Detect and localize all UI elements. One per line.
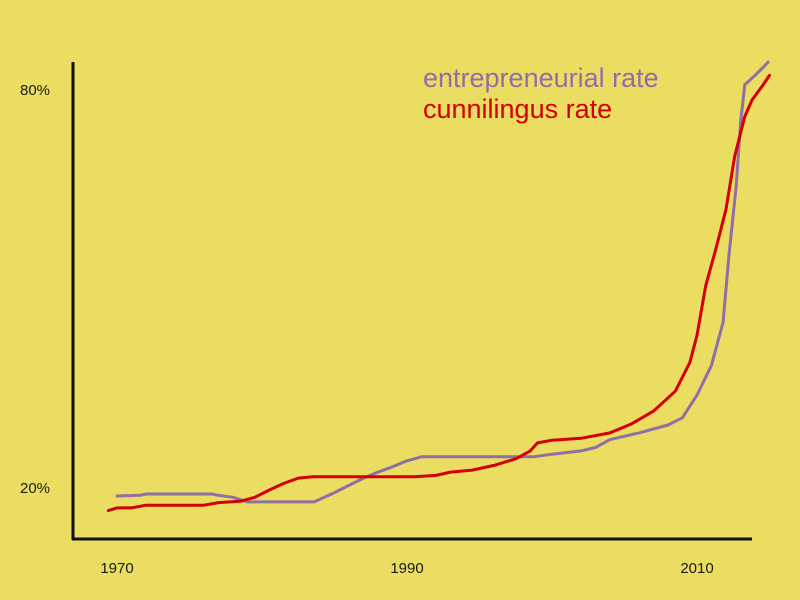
legend-label-entrepreneurial: entrepreneurial rate (423, 63, 659, 93)
y-tick-label: 20% (20, 480, 50, 497)
y-tick-label: 80% (20, 82, 50, 99)
x-tick-label: 1990 (390, 560, 423, 577)
series-line-cunnilingus (106, 73, 771, 513)
series-layer (106, 60, 771, 513)
x-tick-label: 1970 (100, 560, 133, 577)
tick-layer: 1970 1990 2010 20% 80% (20, 82, 714, 577)
legend: entrepreneurial rate cunnilingus rate (423, 63, 659, 124)
x-tick-label: 2010 (680, 560, 713, 577)
legend-label-cunnilingus: cunnilingus rate (423, 94, 612, 124)
